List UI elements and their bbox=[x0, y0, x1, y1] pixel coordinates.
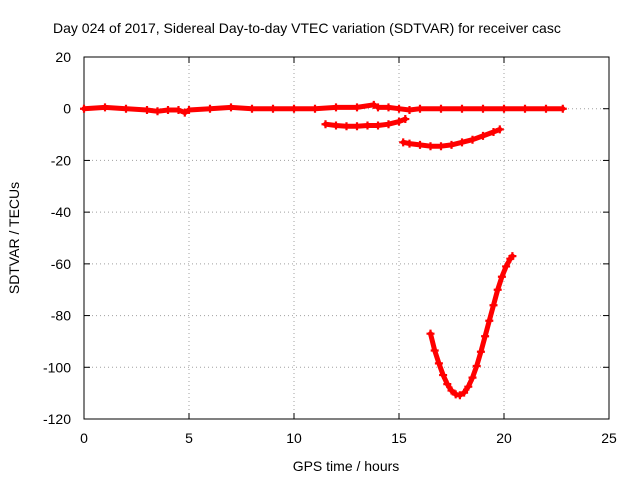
data-point bbox=[495, 125, 504, 134]
data-point bbox=[489, 301, 498, 310]
data-point bbox=[143, 106, 151, 115]
data-point bbox=[542, 104, 550, 113]
data-point bbox=[395, 104, 403, 113]
data-point bbox=[479, 104, 487, 113]
data-point bbox=[458, 138, 466, 147]
data-point bbox=[342, 122, 351, 131]
data-point bbox=[472, 361, 481, 370]
data-point bbox=[521, 104, 529, 113]
grid-lines bbox=[84, 57, 609, 419]
data-point bbox=[321, 120, 330, 129]
data-point bbox=[439, 371, 448, 380]
x-tick-label: 15 bbox=[391, 430, 407, 446]
y-tick-label: -40 bbox=[51, 204, 71, 220]
data-point bbox=[164, 106, 172, 115]
x-tick-label: 0 bbox=[80, 430, 88, 446]
data-point bbox=[80, 104, 88, 113]
data-point bbox=[332, 103, 340, 112]
data-point bbox=[180, 108, 189, 117]
y-axis-label: SDTVAR / TECUs bbox=[6, 182, 22, 294]
data-point bbox=[401, 115, 410, 124]
data-point bbox=[464, 382, 473, 391]
data-point bbox=[311, 104, 319, 113]
data-point bbox=[476, 347, 485, 356]
data-point bbox=[437, 142, 445, 151]
series-2 bbox=[399, 125, 504, 151]
data-point bbox=[363, 121, 372, 130]
data-point bbox=[374, 121, 382, 130]
y-tick-label: -20 bbox=[51, 152, 71, 168]
series-3 bbox=[426, 252, 517, 400]
data-point bbox=[479, 131, 487, 140]
data-point bbox=[416, 104, 424, 113]
data-point bbox=[185, 106, 193, 115]
data-point bbox=[447, 386, 456, 395]
data-point bbox=[269, 104, 277, 113]
data-point bbox=[426, 142, 435, 151]
x-tick-label: 5 bbox=[185, 430, 193, 446]
data-point bbox=[248, 104, 256, 113]
y-tick-label: -80 bbox=[51, 308, 71, 324]
data-point bbox=[369, 100, 378, 109]
plot-frame bbox=[83, 56, 610, 420]
x-axis-label: GPS time / hours bbox=[293, 458, 400, 474]
data-point bbox=[206, 104, 214, 113]
data-point bbox=[468, 373, 477, 382]
data-point bbox=[399, 138, 408, 147]
x-tick-label: 25 bbox=[601, 430, 617, 446]
data-point bbox=[430, 346, 439, 355]
data-point bbox=[468, 135, 477, 144]
data-point bbox=[384, 120, 393, 129]
data-point bbox=[395, 117, 403, 126]
data-point bbox=[227, 103, 235, 112]
data-point bbox=[101, 103, 109, 112]
data-point bbox=[426, 329, 435, 338]
data-point bbox=[174, 106, 183, 115]
y-tick-label: -60 bbox=[51, 256, 71, 272]
series-0 bbox=[80, 100, 567, 117]
data-point bbox=[508, 252, 517, 261]
data-point bbox=[437, 104, 445, 113]
data-point bbox=[481, 332, 490, 341]
chart-title: Day 024 of 2017, Sidereal Day-to-day VTE… bbox=[53, 20, 561, 36]
data-points bbox=[80, 100, 567, 400]
data-point bbox=[447, 140, 456, 149]
data-point bbox=[493, 285, 502, 294]
data-point bbox=[558, 104, 567, 113]
data-point bbox=[443, 380, 452, 389]
data-point bbox=[455, 391, 464, 400]
data-point bbox=[353, 122, 361, 131]
x-tick-label: 10 bbox=[286, 430, 302, 446]
data-point bbox=[460, 388, 469, 397]
series-1 bbox=[321, 115, 410, 131]
data-point bbox=[153, 107, 162, 116]
data-point bbox=[405, 139, 414, 148]
data-point bbox=[353, 103, 361, 112]
data-point bbox=[502, 262, 511, 271]
data-point bbox=[500, 104, 508, 113]
data-point bbox=[485, 316, 494, 325]
y-tick-label: -100 bbox=[43, 359, 71, 375]
data-point bbox=[122, 104, 130, 113]
y-tick-label: 20 bbox=[55, 49, 71, 65]
data-point bbox=[290, 104, 298, 113]
data-point bbox=[332, 121, 340, 130]
data-point bbox=[497, 272, 506, 281]
y-tick-label: -120 bbox=[43, 411, 71, 427]
x-tick-label: 20 bbox=[496, 430, 512, 446]
axis-ticks: 0 5 10 15 20 25 -120 -100 -80 -60 -40 -20 0 20 bbox=[43, 49, 617, 446]
y-tick-label: 0 bbox=[63, 101, 71, 117]
data-point bbox=[489, 127, 498, 136]
data-point bbox=[374, 103, 382, 112]
data-point bbox=[405, 106, 414, 115]
data-point bbox=[458, 104, 466, 113]
data-point bbox=[434, 359, 443, 368]
data-point bbox=[384, 103, 393, 112]
data-point bbox=[416, 140, 424, 149]
